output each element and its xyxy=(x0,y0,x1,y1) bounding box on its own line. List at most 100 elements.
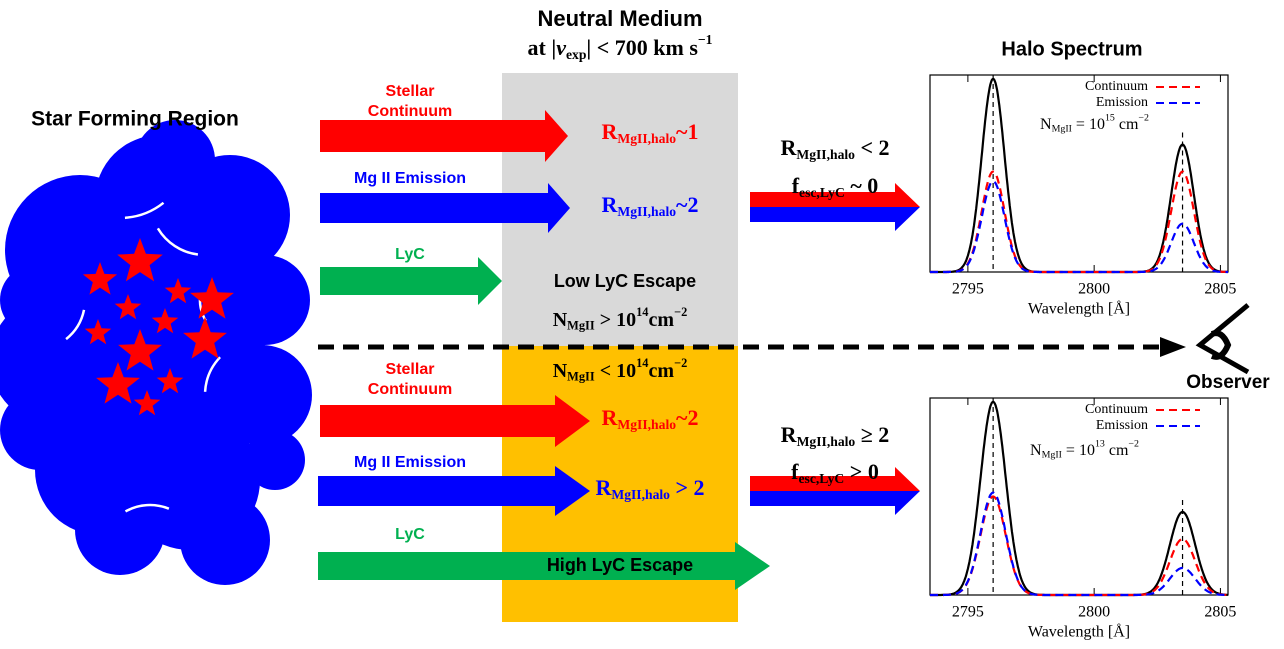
observer-label: Observer xyxy=(1186,372,1270,393)
cloud-seam xyxy=(124,503,170,513)
expr-part: N xyxy=(553,360,568,382)
expr-part: esc,LyC xyxy=(798,471,844,486)
expr-part: −2 xyxy=(674,305,687,319)
expr-part: < 10 xyxy=(595,360,636,382)
stars xyxy=(82,238,234,416)
expr-part: v xyxy=(556,35,566,60)
cloud-seam xyxy=(65,309,86,341)
arrow-emission xyxy=(750,491,920,515)
escape-fraction: fesc,LyC ~ 0 xyxy=(792,173,879,200)
expr-part: = 10 xyxy=(1072,116,1105,133)
expr-part: = 10 xyxy=(1062,442,1095,459)
emission-label: Mg II Emission xyxy=(354,454,466,471)
star xyxy=(156,368,184,394)
eye xyxy=(1195,303,1250,375)
arrow xyxy=(320,395,590,447)
star xyxy=(151,308,179,334)
x-tick-label: 2805 xyxy=(1204,281,1236,298)
cloud-lobe xyxy=(35,225,265,455)
expr-part: f xyxy=(792,173,800,198)
expr-part: 13 xyxy=(1095,439,1105,450)
expr-part: at | xyxy=(528,35,557,60)
arrow xyxy=(320,257,502,305)
expr-part: ~ 0 xyxy=(845,173,878,198)
legend-label: Emission xyxy=(1096,95,1148,110)
star xyxy=(96,362,140,404)
expr-part: 14 xyxy=(636,356,648,370)
expr-part: MgII xyxy=(1042,450,1062,461)
expr-part: exp xyxy=(566,47,587,62)
expr-part: R xyxy=(601,405,618,430)
plot-annotation: NMgII = 1015 cm−2 xyxy=(1040,113,1149,135)
continuum-label: Stellar xyxy=(386,83,435,100)
expr-part: N xyxy=(1030,442,1042,459)
escape-label: High LyC Escape xyxy=(547,555,693,575)
medium-condition: at |vexp| < 700 km s−1 xyxy=(528,32,713,62)
expr-part: esc,LyC xyxy=(799,185,845,200)
arrow-emission xyxy=(750,207,920,231)
expr-part: N xyxy=(1040,116,1052,133)
expr-part: 14 xyxy=(636,305,648,319)
star xyxy=(118,329,162,371)
expr-part: MgII xyxy=(1052,124,1072,135)
expr-part: MgII,halo xyxy=(797,434,856,449)
x-tick-label: 2795 xyxy=(952,604,984,621)
expr-part: cm xyxy=(1105,442,1129,459)
expr-part: f xyxy=(791,459,799,484)
column-density: NMgII < 1014cm−2 xyxy=(553,356,688,384)
lyc-label: LyC xyxy=(395,526,425,543)
expr-part: R xyxy=(780,135,797,160)
x-axis-label: Wavelength [Å] xyxy=(1028,623,1130,641)
arrows xyxy=(318,110,920,590)
halo-title: Halo Spectrum xyxy=(1001,38,1142,60)
x-tick-label: 2805 xyxy=(1204,604,1236,621)
star xyxy=(183,317,227,359)
cloud-lobe xyxy=(0,390,80,470)
cloud-lobe xyxy=(0,265,70,335)
spectrum-curve xyxy=(930,495,1228,597)
emission-ratio: RMgII,halo > 2 xyxy=(595,475,704,502)
expr-part: 15 xyxy=(1105,113,1115,124)
expr-part: −2 xyxy=(1138,113,1149,124)
spectrum-curve xyxy=(930,491,1229,597)
escape-label: Low LyC Escape xyxy=(554,271,696,291)
plot-frame xyxy=(929,74,1229,273)
cloud-seam xyxy=(124,201,165,220)
escape-fraction: fesc,LyC > 0 xyxy=(791,459,879,486)
star xyxy=(84,319,112,345)
medium-title: Neutral Medium xyxy=(537,6,702,31)
expr-part: R xyxy=(595,475,612,500)
cloud-lobe xyxy=(75,485,165,575)
sightline-head xyxy=(1160,337,1186,357)
continuum-ratio: RMgII,halo~1 xyxy=(601,119,698,146)
expr-part: < 2 xyxy=(855,135,890,160)
continuum-label: Continuum xyxy=(368,103,452,120)
star xyxy=(190,277,234,319)
star xyxy=(133,390,161,416)
expr-part: cm xyxy=(1115,116,1139,133)
cloud-seam xyxy=(156,227,199,256)
column-density: NMgII > 1014cm−2 xyxy=(553,305,688,333)
expr-part: > 2 xyxy=(670,475,705,500)
expr-part: ~2 xyxy=(676,405,698,430)
lyc-label: LyC xyxy=(395,246,425,263)
expr-part: MgII xyxy=(567,318,595,332)
arrow xyxy=(318,466,590,516)
halo-ratio: RMgII,halo ≥ 2 xyxy=(781,422,890,449)
star xyxy=(82,262,118,295)
cloud-lobe xyxy=(180,495,270,585)
expr-part: N xyxy=(553,309,568,331)
continuum-ratio: RMgII,halo~2 xyxy=(601,405,698,432)
expr-part: > 10 xyxy=(595,309,636,331)
cloud-lobe xyxy=(245,430,305,490)
expr-part: | < 700 km s xyxy=(586,35,698,60)
expr-part: −2 xyxy=(1128,439,1139,450)
expr-part: ~1 xyxy=(676,119,698,144)
expr-part: ≥ 2 xyxy=(855,422,889,447)
star xyxy=(117,238,163,282)
arrow-continuum xyxy=(750,183,920,207)
expr-part: −2 xyxy=(674,356,687,370)
cloud-seam xyxy=(203,356,221,392)
legend-label: Continuum xyxy=(1085,402,1148,417)
